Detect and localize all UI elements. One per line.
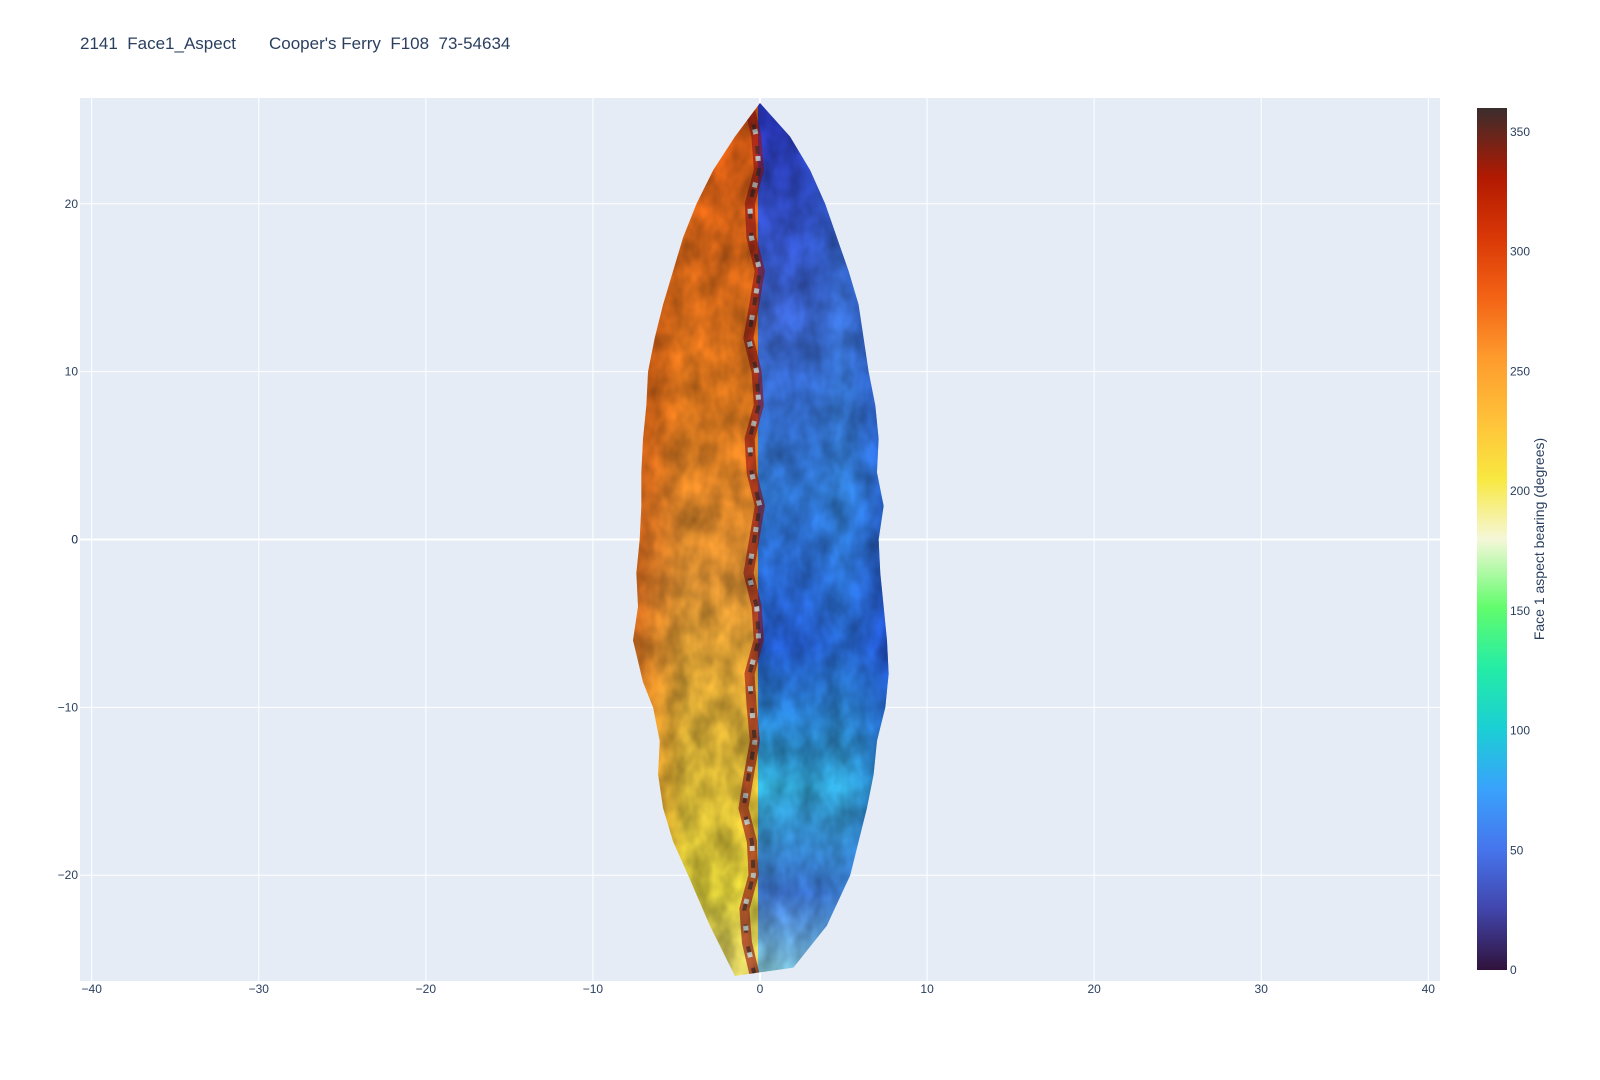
colorbar-title: Face 1 aspect bearing (degrees) — [1531, 438, 1547, 640]
x-tick-label: 10 — [920, 982, 934, 996]
y-tick-label: −20 — [58, 868, 79, 882]
x-tick-label: −30 — [249, 982, 270, 996]
colorbar-gradient — [1477, 108, 1507, 970]
x-tick-label: 0 — [757, 982, 764, 996]
chart-title: 2141 Face1_Aspect Cooper's Ferry F108 73… — [80, 34, 511, 53]
y-tick-label: 0 — [71, 533, 78, 547]
colorbar-tick-label: 200 — [1510, 484, 1530, 498]
y-tick-label: −10 — [58, 700, 79, 714]
x-tick-label: 30 — [1255, 982, 1269, 996]
x-tick-label: −20 — [416, 982, 437, 996]
colorbar-tick-label: 300 — [1510, 245, 1530, 259]
y-tick-label: 20 — [65, 197, 79, 211]
colorbar-tick-label: 100 — [1510, 724, 1530, 738]
x-tick-label: 20 — [1087, 982, 1101, 996]
colorbar-tick-label: 50 — [1510, 843, 1524, 857]
colorbar-tick-label: 150 — [1510, 604, 1530, 618]
y-tick-label: 0 — [71, 533, 78, 547]
y-tick-label: 10 — [65, 365, 79, 379]
colorbar-ticks: 0 50 100 150 200 250 300 350 — [1510, 125, 1530, 977]
colorbar: 0 50 100 150 200 250 300 350 Face 1 aspect bear… — [1477, 108, 1547, 977]
x-tick-label: −40 — [82, 982, 103, 996]
x-tick-label: 40 — [1422, 982, 1436, 996]
x-tick-label: −10 — [583, 982, 604, 996]
colorbar-tick-label: 0 — [1510, 963, 1517, 977]
x-axis-ticks: −40 −30 −20 −10 0 10 20 30 40 — [82, 982, 1436, 996]
colorbar-tick-label: 350 — [1510, 125, 1530, 139]
colorbar-tick-label: 250 — [1510, 364, 1530, 378]
